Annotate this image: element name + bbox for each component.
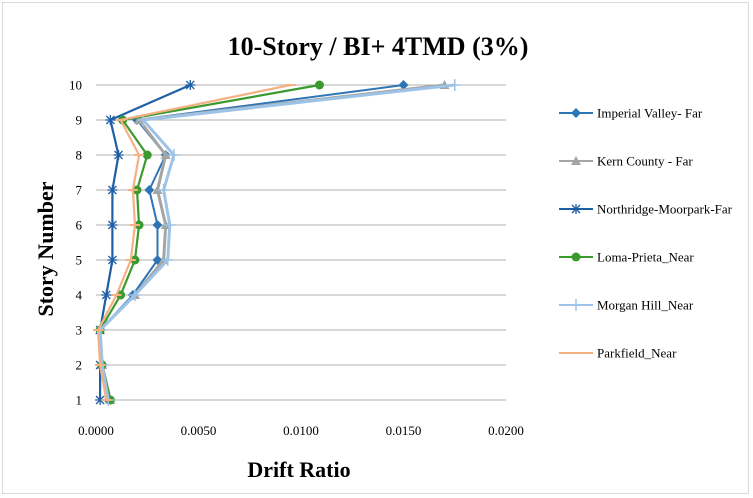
y-tick-label: 5 <box>76 253 83 268</box>
series-line <box>99 84 404 401</box>
legend-marker <box>571 108 581 118</box>
y-tick-label: 6 <box>76 218 83 233</box>
data-point <box>157 184 170 196</box>
data-point <box>152 220 163 230</box>
data-point <box>185 80 196 90</box>
legend-item: Northridge-Moorpark-Far <box>559 202 733 217</box>
data-point <box>144 185 155 195</box>
legend-marker <box>571 252 581 262</box>
legend-item: Imperial Valley- Far <box>559 106 703 121</box>
data-point <box>142 150 152 160</box>
x-tick-label: 0.0150 <box>386 423 422 438</box>
y-tick-label: 4 <box>76 288 83 303</box>
data-point <box>107 255 118 265</box>
data-point <box>101 290 112 300</box>
data-point <box>107 185 118 195</box>
data-point <box>167 149 180 161</box>
y-tick-label: 7 <box>76 183 83 198</box>
data-point <box>163 219 176 231</box>
data-point <box>107 220 118 230</box>
data-point <box>448 79 461 91</box>
tick-labels: 1 2 3 4 5 6 7 8 9 10 0.0000 0.0050 0.0100 0.0150 0.020… <box>69 78 524 439</box>
y-tick-label: 2 <box>76 358 83 373</box>
y-tick-label: 8 <box>76 148 83 163</box>
data-point <box>128 289 141 301</box>
x-tick-label: 0.0100 <box>283 423 319 438</box>
y-tick-label: 9 <box>76 113 83 128</box>
data-point <box>161 254 174 266</box>
legend-item: Morgan Hill_Near <box>559 298 694 313</box>
series-line <box>98 83 191 400</box>
x-tick-label: 0.0000 <box>78 423 114 438</box>
legend-label: Imperial Valley- Far <box>597 106 703 121</box>
legend-label: Northridge-Moorpark-Far <box>597 202 733 217</box>
x-tick-label: 0.0050 <box>181 423 217 438</box>
legend-item: Loma-Prieta_Near <box>559 250 694 265</box>
series-5 <box>93 83 296 401</box>
data-point <box>113 150 124 160</box>
data-point <box>95 395 106 405</box>
y-axis-title: Story Number <box>33 181 58 316</box>
legend-label: Morgan Hill_Near <box>597 298 694 313</box>
legend-item: Kern County - Far <box>559 154 693 169</box>
chart: 10-Story / BI+ 4TMD (3%) 1 2 3 4 5 6 7 8 9 10 0.00… <box>33 32 733 482</box>
legend-item: Parkfield_Near <box>559 346 677 361</box>
series-4 <box>94 79 461 406</box>
series-group <box>93 79 461 406</box>
legend-marker <box>570 299 582 311</box>
series-line <box>98 83 445 401</box>
y-tick-label: 3 <box>76 323 83 338</box>
legend-marker <box>571 204 581 214</box>
x-tick-label: 0.0200 <box>488 423 524 438</box>
series-0 <box>95 80 409 405</box>
chart-title: 10-Story / BI+ 4TMD (3%) <box>228 32 529 61</box>
data-point <box>398 80 409 90</box>
series-line <box>96 83 291 401</box>
data-point <box>152 185 163 194</box>
legend-label: Loma-Prieta_Near <box>597 250 694 265</box>
series-3 <box>95 80 324 405</box>
series-1 <box>95 80 450 404</box>
legend-marker <box>571 156 581 165</box>
legend-label: Parkfield_Near <box>597 346 677 361</box>
y-tick-label: 1 <box>76 393 83 408</box>
data-point <box>105 115 116 125</box>
data-point <box>314 80 324 90</box>
data-point <box>160 150 171 159</box>
series-line <box>98 83 455 401</box>
legend-label: Kern County - Far <box>597 154 693 169</box>
x-axis-title: Drift Ratio <box>247 457 350 482</box>
legend: Imperial Valley- Far Kern County - Far Nor… <box>559 106 733 361</box>
y-tick-label: 10 <box>69 78 82 93</box>
